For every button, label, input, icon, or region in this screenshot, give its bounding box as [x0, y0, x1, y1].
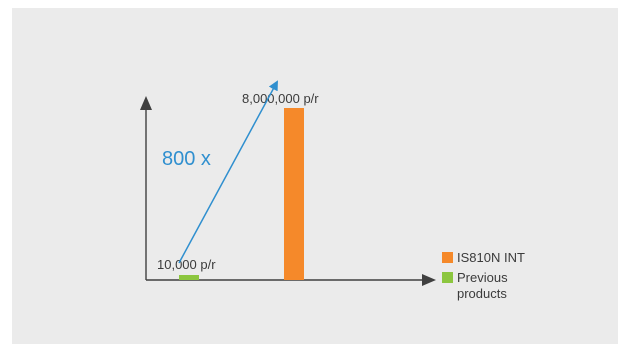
chart-panel: 8,000,000 p/r 10,000 p/r 800 x IS810N IN…	[12, 8, 618, 344]
legend-swatch-is810n-int	[442, 252, 453, 263]
legend-swatch-previous-products	[442, 272, 453, 283]
chart: 8,000,000 p/r 10,000 p/r 800 x IS810N IN…	[140, 80, 525, 301]
y-axis-arrowhead	[140, 96, 152, 110]
legend-label-previous-products-line2: products	[457, 286, 507, 301]
data-label-is810n-int: 8,000,000 p/r	[242, 91, 319, 106]
growth-multiplier-label: 800 x	[162, 148, 211, 170]
legend-label-is810n-int: IS810N INT	[457, 250, 525, 265]
growth-arrow	[178, 80, 278, 264]
bar-is810n-int	[284, 108, 304, 280]
data-label-previous-products: 10,000 p/r	[157, 257, 216, 272]
legend: IS810N INT Previous products	[442, 250, 525, 301]
x-axis-arrowhead	[422, 274, 436, 286]
legend-label-previous-products-line1: Previous	[457, 270, 508, 285]
bar-previous-products	[179, 275, 199, 280]
